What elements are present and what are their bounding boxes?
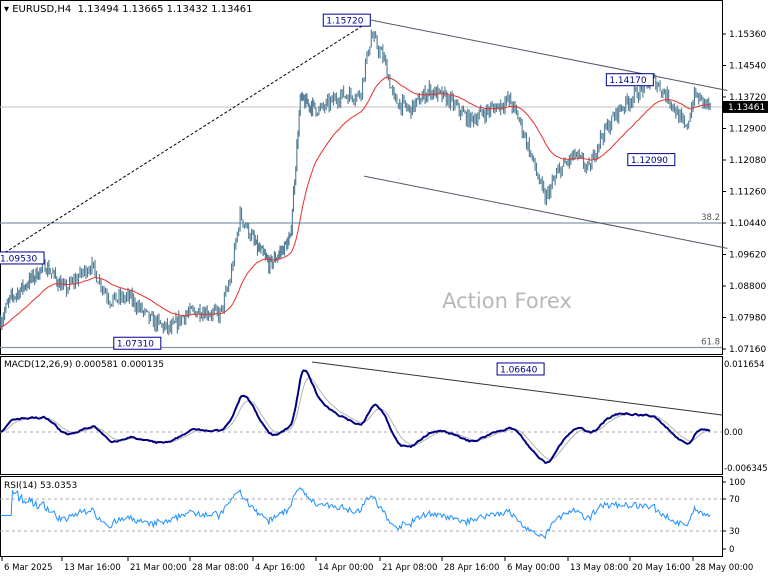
y-tick-label: 1.13720: [729, 93, 766, 103]
y-tick-label: 1.08800: [729, 282, 766, 292]
current-price-box: [723, 100, 768, 113]
y-tick-label: 1.10440: [729, 219, 766, 229]
fib-level-label: 38.2: [701, 213, 720, 223]
macd-tick-label: 0.011654: [724, 360, 765, 370]
x-tick-label: 20 May 16:00: [632, 563, 690, 573]
annotation-box: [627, 153, 676, 167]
y-tick-label: 1.11260: [729, 188, 766, 198]
trendline: [363, 175, 728, 249]
rsi-line: [0, 487, 711, 540]
annotation-box: [113, 336, 162, 350]
price-annotation: 1.14170: [605, 73, 654, 87]
annotation-box: [605, 73, 654, 87]
trendline: [0, 19, 372, 256]
moving-average-line: [0, 77, 711, 328]
annotation-box: [496, 362, 545, 376]
rsi-tick-label: 70: [729, 495, 740, 505]
watermark: Action Forex: [442, 289, 572, 313]
price-annotation: 1.09530: [0, 251, 45, 265]
x-tick-label: 4 Apr 16:00: [255, 563, 305, 573]
price-annotation: 1.06640: [496, 362, 545, 376]
macd-signal-line: [0, 377, 711, 461]
x-tick-label: 13 May 08:00: [570, 563, 628, 573]
x-tick-label: 14 Apr 00:00: [318, 563, 373, 573]
annotation-label: 1.06640: [500, 365, 537, 375]
x-tick-label: 21 Mar 00:00: [130, 563, 187, 573]
x-tick-label: 6 Mar 2025: [4, 563, 52, 573]
rsi-tick-label: 100: [729, 478, 745, 488]
symbol-label: EURUSD,H4: [12, 4, 72, 15]
annotation-label: 1.12090: [631, 156, 668, 166]
trendline: [371, 19, 728, 91]
x-tick-label: 28 Mar 08:00: [192, 563, 249, 573]
rsi-pane: [0, 476, 723, 557]
fib-level-label: 61.8: [701, 337, 720, 347]
y-tick-label: 1.09620: [729, 251, 766, 261]
y-tick-label: 1.12080: [729, 156, 766, 166]
annotation-box: [0, 251, 45, 265]
x-tick-label: 28 May 00:00: [695, 563, 753, 573]
macd-tick-label: 0.00: [724, 428, 743, 438]
y-tick-label: 1.07160: [729, 345, 766, 355]
ohlc-readout: 1.13494 1.13665 1.13432 1.13461: [77, 4, 253, 15]
macd-pane: [0, 356, 723, 475]
x-tick-label: 21 Apr 08:00: [382, 563, 437, 573]
chart-header: ▾ EURUSD,H4 1.13494 1.13665 1.13432 1.13…: [4, 4, 253, 15]
y-tick-label: 1.14540: [729, 62, 766, 72]
y-tick-label: 1.07980: [729, 314, 766, 324]
current-price-label: 1.13461: [728, 103, 765, 113]
macd-tick-label: -0.006345: [724, 464, 768, 474]
x-tick-label: 28 Apr 16:00: [444, 563, 499, 573]
annotation-label: 1.14170: [609, 76, 646, 86]
price-annotation: 1.15720: [322, 13, 371, 27]
macd-title: MACD(12,26,9) 0.000581 0.000135: [4, 360, 164, 370]
y-tick-label: 1.12900: [729, 125, 766, 135]
rsi-tick-label: 30: [729, 527, 740, 537]
x-tick-label: 6 May 00:00: [507, 563, 560, 573]
price-annotation: 1.07310: [113, 336, 162, 350]
y-tick-label: 1.15360: [729, 30, 766, 40]
annotation-label: 1.07310: [117, 340, 154, 350]
macd-trendline: [311, 361, 723, 416]
x-tick-label: 13 Mar 16:00: [64, 563, 121, 573]
rsi-tick-label: 0: [729, 545, 734, 555]
annotation-box: [322, 13, 371, 27]
annotation-label: 1.15720: [326, 17, 363, 27]
price-annotation: 1.12090: [627, 153, 676, 167]
price-pane: [0, 0, 723, 355]
rsi-title: RSI(14) 53.0353: [4, 481, 77, 491]
macd-line: [0, 369, 711, 464]
annotation-label: 1.09530: [0, 254, 37, 264]
